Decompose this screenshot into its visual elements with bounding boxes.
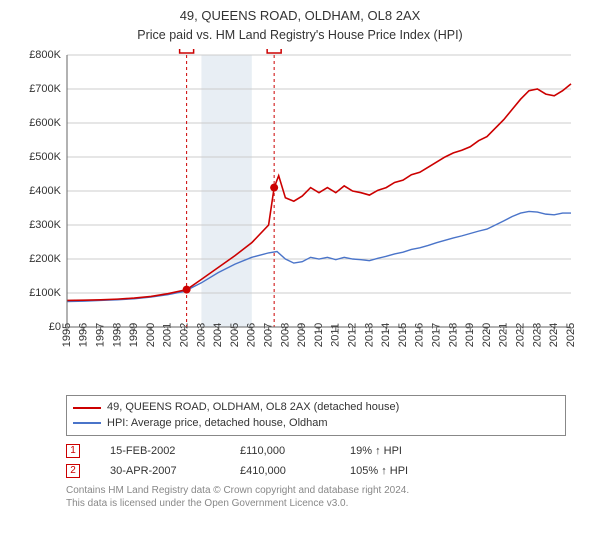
footnote-line: Contains HM Land Registry data © Crown c… <box>66 484 594 497</box>
svg-text:1997: 1997 <box>95 323 107 347</box>
svg-text:2006: 2006 <box>246 323 258 347</box>
svg-text:1999: 1999 <box>128 323 140 347</box>
svg-text:2002: 2002 <box>179 323 191 347</box>
sale-diff: 19% ↑ HPI <box>350 445 450 457</box>
sale-price: £410,000 <box>240 465 320 477</box>
sale-marker: 2 <box>66 464 80 478</box>
chart-subtitle: Price paid vs. HM Land Registry's House … <box>6 27 594 43</box>
svg-text:2025: 2025 <box>565 323 577 347</box>
svg-text:£400K: £400K <box>29 185 61 197</box>
svg-text:2013: 2013 <box>363 323 375 347</box>
svg-text:2: 2 <box>271 49 277 52</box>
svg-text:1996: 1996 <box>78 323 90 347</box>
sales-table: 1 15-FEB-2002 £110,000 19% ↑ HPI 2 30-APR-200… <box>66 444 594 478</box>
svg-text:2005: 2005 <box>229 323 241 347</box>
svg-text:2000: 2000 <box>145 323 157 347</box>
chart-container: 49, QUEENS ROAD, OLDHAM, OL8 2AX Price p… <box>0 0 600 560</box>
legend-item: HPI: Average price, detached house, Oldh… <box>73 416 559 431</box>
svg-text:1998: 1998 <box>111 323 123 347</box>
svg-text:2012: 2012 <box>347 323 359 347</box>
legend-swatch <box>73 422 101 424</box>
svg-text:£200K: £200K <box>29 253 61 265</box>
svg-text:£800K: £800K <box>29 49 61 61</box>
sale-date: 15-FEB-2002 <box>110 445 210 457</box>
chart-area: £0 £100K £200K £300K £400K £500K £600K £700K £80… <box>15 49 585 389</box>
svg-text:2008: 2008 <box>279 323 291 347</box>
svg-text:£100K: £100K <box>29 287 61 299</box>
svg-text:2009: 2009 <box>296 323 308 347</box>
svg-text:2004: 2004 <box>212 323 224 347</box>
svg-text:2010: 2010 <box>313 323 325 347</box>
sale-price: £110,000 <box>240 445 320 457</box>
svg-text:£500K: £500K <box>29 151 61 163</box>
sale-row: 1 15-FEB-2002 £110,000 19% ↑ HPI <box>66 444 594 458</box>
title-block: 49, QUEENS ROAD, OLDHAM, OL8 2AX Price p… <box>6 8 594 43</box>
svg-text:2001: 2001 <box>162 323 174 347</box>
chart-title: 49, QUEENS ROAD, OLDHAM, OL8 2AX <box>6 8 594 25</box>
svg-text:£700K: £700K <box>29 83 61 95</box>
sale-date: 30-APR-2007 <box>110 465 210 477</box>
sale-row: 2 30-APR-2007 £410,000 105% ↑ HPI <box>66 464 594 478</box>
legend: 49, QUEENS ROAD, OLDHAM, OL8 2AX (detach… <box>66 395 566 436</box>
svg-text:2015: 2015 <box>397 323 409 347</box>
legend-label: HPI: Average price, detached house, Oldh… <box>107 416 328 431</box>
svg-text:2023: 2023 <box>531 323 543 347</box>
svg-text:2022: 2022 <box>515 323 527 347</box>
legend-label: 49, QUEENS ROAD, OLDHAM, OL8 2AX (detach… <box>107 400 399 415</box>
svg-text:2003: 2003 <box>195 323 207 347</box>
sale-marker: 1 <box>66 444 80 458</box>
svg-text:2007: 2007 <box>263 323 275 347</box>
svg-text:£300K: £300K <box>29 219 61 231</box>
svg-text:2020: 2020 <box>481 323 493 347</box>
svg-text:2018: 2018 <box>447 323 459 347</box>
footnote: Contains HM Land Registry data © Crown c… <box>66 484 594 510</box>
svg-text:1: 1 <box>184 49 190 52</box>
svg-text:£0: £0 <box>49 321 61 333</box>
svg-text:2019: 2019 <box>464 323 476 347</box>
svg-text:2017: 2017 <box>431 323 443 347</box>
svg-text:2024: 2024 <box>548 323 560 347</box>
sale-diff: 105% ↑ HPI <box>350 465 450 477</box>
line-chart: £0 £100K £200K £300K £400K £500K £600K £700K £80… <box>15 49 585 389</box>
svg-text:2014: 2014 <box>380 323 392 347</box>
footnote-line: This data is licensed under the Open Gov… <box>66 497 594 510</box>
legend-swatch <box>73 407 101 409</box>
legend-item: 49, QUEENS ROAD, OLDHAM, OL8 2AX (detach… <box>73 400 559 415</box>
svg-text:2016: 2016 <box>414 323 426 347</box>
svg-text:£600K: £600K <box>29 117 61 129</box>
svg-text:2021: 2021 <box>498 323 510 347</box>
